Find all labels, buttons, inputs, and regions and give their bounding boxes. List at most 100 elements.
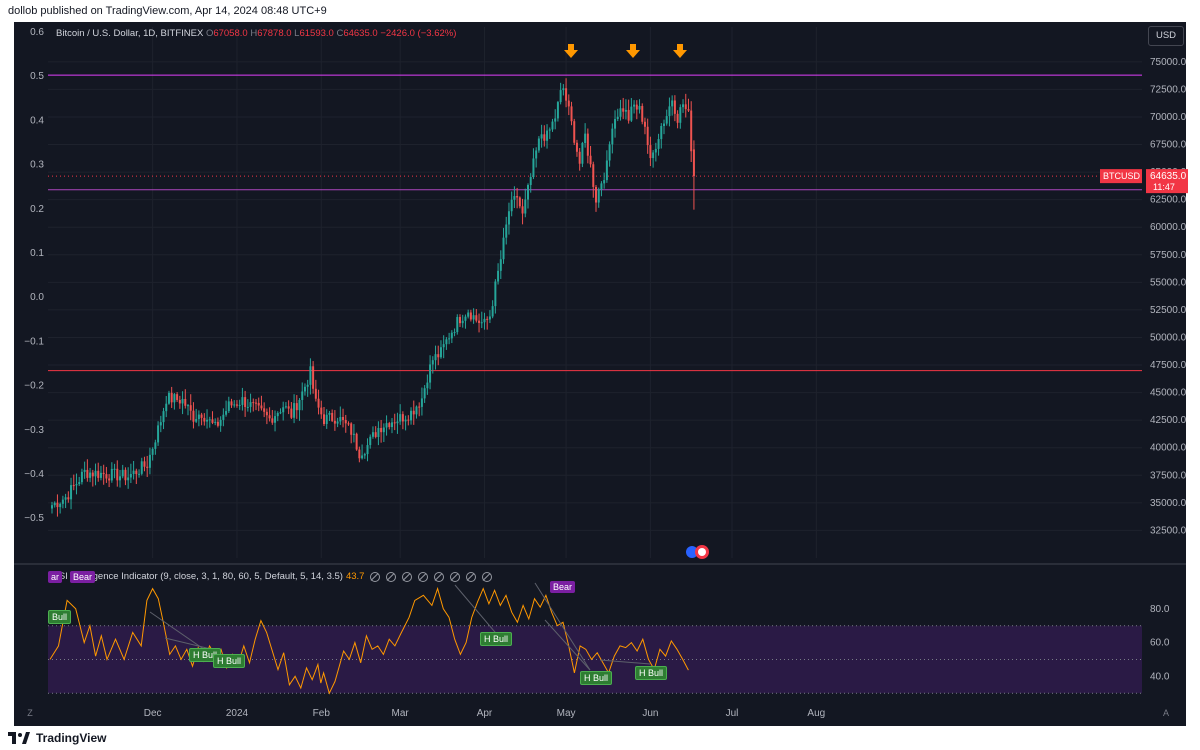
y-tick-label: 75000.0 — [1150, 57, 1187, 68]
candle — [540, 134, 543, 139]
hidden-circle-icon[interactable] — [402, 571, 413, 582]
candle — [110, 468, 113, 481]
hidden-bull-label: H Bull — [635, 666, 668, 680]
candle — [176, 394, 179, 400]
candle — [573, 121, 576, 143]
candle — [233, 404, 236, 406]
candle — [399, 414, 402, 422]
symbol-tag — [1100, 169, 1142, 184]
candle — [78, 482, 81, 485]
candle — [614, 118, 617, 129]
candle — [119, 476, 121, 481]
candle — [682, 104, 685, 108]
bull-label: Bull — [48, 610, 72, 624]
candle — [649, 145, 652, 159]
candle — [627, 109, 630, 121]
candle — [113, 468, 116, 470]
candle — [603, 180, 606, 184]
candle — [184, 398, 187, 406]
footer-brand: TradingView — [36, 731, 107, 745]
candle — [554, 118, 557, 122]
candle — [668, 106, 671, 117]
y-tick-label: 52500.0 — [1150, 305, 1187, 316]
candle — [654, 148, 657, 153]
candle — [56, 502, 59, 508]
candle — [238, 404, 241, 406]
hidden-circle-icon[interactable] — [482, 571, 493, 582]
indicator-name: RSI Divergence Indicator (9, close, 3, 1… — [52, 571, 343, 582]
candle — [301, 391, 304, 400]
hidden-circle-icon[interactable] — [370, 571, 381, 582]
candle — [388, 423, 391, 428]
close-value: 64635.0 — [343, 28, 378, 39]
down-arrow-icon — [626, 44, 640, 58]
candle — [529, 177, 532, 185]
chart-frame[interactable] — [14, 22, 1186, 726]
candle — [230, 401, 233, 406]
candle — [472, 315, 475, 320]
candle — [295, 403, 298, 411]
candle — [312, 366, 315, 389]
y-tick-label: 37500.0 — [1150, 470, 1187, 481]
rsi-tick-label: 80.0 — [1150, 604, 1170, 615]
candle — [546, 130, 549, 141]
hidden-circle-icon[interactable] — [386, 571, 397, 582]
candle — [415, 406, 418, 415]
candle — [616, 116, 619, 119]
candle — [630, 106, 633, 121]
hidden-circle-icon[interactable] — [418, 571, 429, 582]
y-tick-label: 35000.0 — [1150, 498, 1187, 509]
down-arrow-icon — [673, 44, 687, 58]
candle — [453, 332, 456, 334]
candle — [459, 317, 461, 324]
candle — [480, 322, 483, 324]
candle — [535, 150, 538, 159]
change-value: −2426.0 (−3.62%) — [380, 28, 457, 39]
hidden-circle-icon[interactable] — [466, 571, 477, 582]
candle — [284, 406, 287, 408]
candle — [70, 485, 73, 500]
hidden-circle-icon[interactable] — [450, 571, 461, 582]
candle — [597, 189, 600, 203]
candle — [673, 100, 676, 114]
candle — [513, 196, 516, 200]
candle — [274, 416, 277, 423]
candle — [578, 151, 581, 164]
candle — [309, 366, 312, 385]
y-tick-label: 50000.0 — [1150, 332, 1187, 343]
candle — [361, 455, 364, 459]
candle — [206, 419, 209, 422]
candle — [282, 407, 285, 413]
candle — [61, 499, 64, 504]
candle — [418, 406, 421, 408]
candle — [423, 388, 426, 399]
left-tick-label: −0.2 — [24, 381, 44, 392]
candle — [249, 402, 252, 407]
candle — [537, 138, 540, 151]
candle — [619, 108, 622, 117]
candle — [502, 237, 505, 260]
candle — [268, 415, 271, 419]
currency-button[interactable]: USD — [1148, 26, 1184, 46]
left-tick-label: −0.1 — [24, 336, 44, 347]
candle — [461, 320, 464, 324]
candle — [393, 422, 396, 424]
candle — [483, 318, 486, 323]
hidden-circle-icon[interactable] — [434, 571, 445, 582]
candle — [412, 410, 415, 415]
low-label: L — [294, 28, 300, 39]
candle — [660, 125, 663, 140]
candle — [298, 399, 301, 411]
candle — [488, 316, 491, 320]
candle — [643, 121, 646, 127]
tradingview-logo[interactable]: TradingView — [8, 731, 106, 745]
candle — [521, 206, 524, 214]
candle — [53, 502, 56, 506]
candle — [600, 183, 603, 190]
candle — [556, 102, 559, 119]
candle — [121, 469, 124, 477]
publisher-text: dollob published on TradingView.com, Apr… — [8, 5, 327, 17]
candle — [624, 109, 627, 112]
candle — [464, 316, 467, 321]
